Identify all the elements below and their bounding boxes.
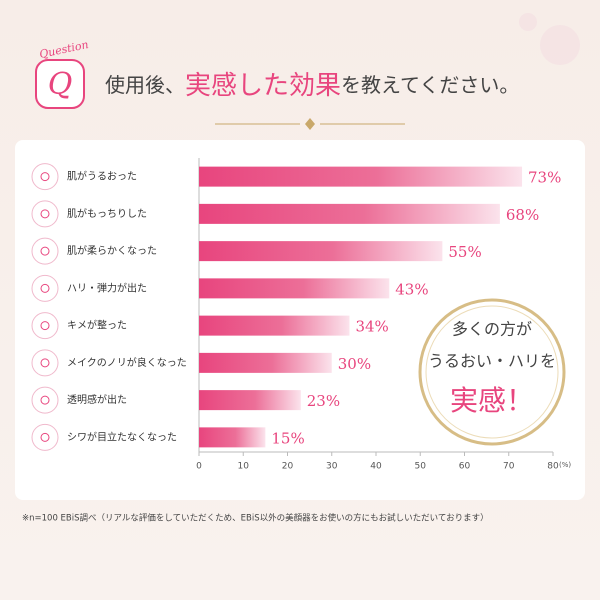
badge-letter: Q [48, 67, 73, 102]
icon [31, 163, 59, 191]
value-label: 73% [528, 169, 561, 187]
x-tick-label: 0 [196, 462, 202, 472]
x-tick-label: 60 [459, 462, 471, 472]
icon-dot [40, 172, 50, 182]
category-label: シワが目立たなくなった [67, 430, 177, 443]
callout-text: 多くの方が [452, 320, 532, 339]
bar [199, 352, 332, 373]
icon [31, 349, 59, 377]
icon [31, 312, 59, 340]
icon-dot [40, 283, 50, 293]
icon-dot [40, 209, 50, 219]
value-label: 23% [307, 392, 340, 410]
bubble-deco [519, 13, 537, 31]
icon [31, 423, 59, 451]
value-label: 68% [506, 206, 539, 224]
value-label: 55% [448, 243, 481, 261]
x-tick-label: 10 [238, 462, 250, 472]
category-label: 肌がうるおった [67, 170, 137, 183]
bar [199, 203, 500, 224]
callout-circle [418, 298, 566, 446]
value-label: 15% [271, 429, 304, 447]
category-label: 透明感が出た [67, 393, 127, 406]
bar [199, 315, 350, 336]
x-tick-label: 30 [326, 462, 338, 472]
x-axis-label: (%) [559, 461, 571, 469]
callout-emphasis: 実感！ [450, 384, 534, 417]
bubble-deco [540, 25, 580, 65]
x-tick-label: 20 [282, 462, 294, 472]
icon-dot [40, 432, 50, 442]
bar [199, 278, 390, 299]
bar [199, 241, 443, 262]
title-part: を教えてください。 [341, 73, 519, 97]
plot: 0 10 20 30 40 50 60 70 80 (%) 肌がうるおった 73% 肌がもっちりした 68… [31, 158, 571, 472]
icon [31, 274, 59, 302]
x-tick-label: 40 [370, 462, 382, 472]
value-label: 34% [355, 318, 388, 336]
category-label: メイクのノリが良くなった [67, 356, 187, 369]
icon-dot [40, 321, 50, 331]
category-label: 肌がもっちりした [67, 207, 147, 220]
title-emphasis: 実感した効果 [185, 71, 341, 101]
badge-box [35, 59, 85, 109]
callout-ring [425, 305, 559, 439]
bar [199, 427, 266, 448]
title: 使用後、実感した効果を教えてください。 [105, 71, 519, 101]
bar [199, 390, 301, 411]
icon [31, 237, 59, 265]
value-label: 30% [338, 355, 371, 373]
bar [199, 166, 523, 187]
ornament [305, 118, 315, 130]
value-label: 43% [395, 280, 428, 298]
icon [31, 386, 59, 414]
category-label: 肌が柔らかくなった [67, 244, 157, 257]
title-part: 使用後、 [105, 73, 185, 97]
category-label: キメが整った [67, 319, 127, 332]
x-tick-label: 70 [503, 462, 515, 472]
x-tick-label: 50 [415, 462, 427, 472]
icon-dot [40, 358, 50, 368]
category-label: ハリ・弾力が出た [67, 281, 147, 294]
footnote: ※n=100 EBiS調べ（リアルな評価をしていただくため、EBiS以外の美顔器… [22, 513, 489, 524]
x-tick-label: 80 [547, 462, 559, 472]
icon-dot [40, 395, 50, 405]
icon [31, 200, 59, 228]
callout-text: うるおい・ハリを [428, 352, 556, 371]
icon-dot [40, 246, 50, 256]
